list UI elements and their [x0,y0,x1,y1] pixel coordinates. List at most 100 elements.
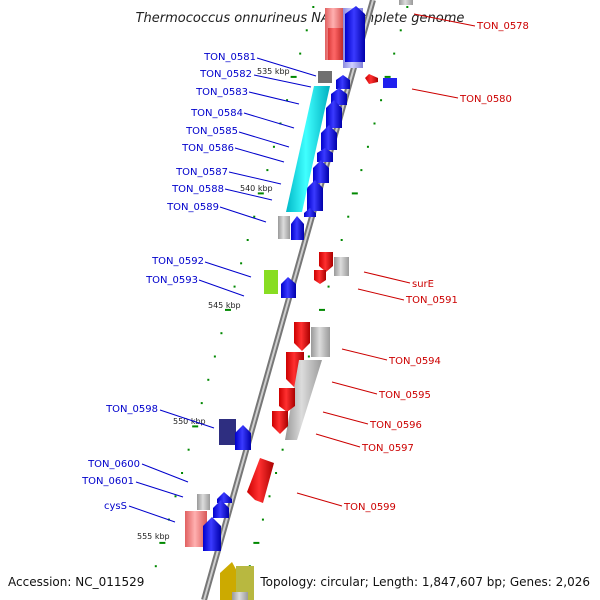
gene-arrow-fwd-540[interactable] [291,216,304,240]
tick-mark [213,355,216,358]
gene-arrow-ton-0583[interactable] [331,88,347,105]
scale-label-550: 550 kbp [173,417,206,426]
gene-box-ton-0592[interactable] [264,270,278,294]
tick-mark [281,448,284,451]
gene-arrow-ton-0597[interactable] [272,411,288,434]
reverse-strand-features [247,0,413,503]
tick-mark [253,541,260,544]
tick-mark [220,332,223,335]
gene-arrow-ton-0582[interactable] [336,75,350,89]
gene-arrow-ton-0599[interactable] [247,458,274,503]
label-ton-0583[interactable]: TON_0583 [195,87,248,98]
gene-arrow-ton-0598[interactable] [235,425,251,450]
gene-arrow-ton-0589[interactable] [304,208,316,217]
gene-box-ton-0596-grey[interactable] [285,360,322,440]
forward-strand-features [185,6,365,600]
gene-arrow-ton-0600[interactable] [217,492,232,503]
tick-mark [207,378,210,381]
gene-arrow-ton-0584[interactable] [326,100,342,128]
label-ton-0588[interactable]: TON_0588 [171,184,224,195]
gene-arrow-ton-0580[interactable] [365,74,378,84]
tick-mark [327,285,330,288]
gene-arrow-ton-0594[interactable] [294,322,310,351]
tick-mark [261,518,264,521]
gene-arrow-ton-0586[interactable] [317,148,333,162]
label-cyss[interactable]: cysS [104,501,127,512]
tick-mark [253,215,256,218]
label-ton-0582[interactable]: TON_0582 [199,69,252,80]
label-ton-0580[interactable]: TON_0580 [459,94,512,105]
gene-arrow-ton-0601[interactable] [213,500,229,518]
gene-box-ton-0581[interactable] [318,71,332,83]
tick-mark [380,99,383,102]
tick-mark [154,565,157,568]
label-ton-0595[interactable]: TON_0595 [378,390,431,401]
tick-mark [366,145,369,148]
gene-box-cyss-pink[interactable] [185,511,207,547]
tick-mark [351,192,358,195]
scale-label-540: 540 kbp [240,184,273,193]
gene-arrow-ton-0588[interactable] [307,180,323,211]
gene-box-ton-0591[interactable] [334,257,349,276]
tick-mark [399,29,402,32]
gene-arrow-bottom-yellow[interactable] [220,562,238,600]
gene-arrow-ton-0596[interactable] [279,388,295,412]
tick-mark [305,29,308,32]
tick-mark [393,52,396,55]
gene-box-ton-0580-blue[interactable] [383,78,397,88]
gene-arrow-ton-0593[interactable] [281,277,296,298]
tick-mark [340,239,343,241]
label-ton-0596[interactable]: TON_0596 [369,420,422,431]
label-ton-0591[interactable]: TON_0591 [405,295,458,306]
gene-arrow-fwd[interactable] [345,6,365,62]
tick-mark [192,425,199,428]
label-ton-0600[interactable]: TON_0600 [87,459,140,470]
feature-cyan[interactable] [286,86,330,212]
gene-block-red-faint[interactable] [328,28,343,60]
gene-box-ton-0578[interactable] [399,0,413,5]
label-sure[interactable]: surE [412,279,434,290]
gene-arrow-ton-0587[interactable] [313,160,329,183]
tick-mark [312,6,315,8]
label-ton-0578[interactable]: TON_0578 [476,21,529,32]
gene-arrow-cyss[interactable] [203,517,221,551]
map-title: Thermococcus onnurineus NA1, complete ge… [136,11,465,26]
tick-mark [268,495,271,498]
label-ton-0599[interactable]: TON_0599 [343,502,396,513]
scale-label-555: 555 kbp [137,532,170,541]
label-ton-0586[interactable]: TON_0586 [181,143,234,154]
label-ton-0589[interactable]: TON_0589 [166,202,219,213]
gene-arrow-ton-0585[interactable] [321,125,337,150]
gene-box-ton-0600[interactable] [197,494,210,510]
gene-box-ton-0598[interactable] [219,419,236,445]
label-ton-0593[interactable]: TON_0593 [145,275,198,286]
gene-arrow-sure-2[interactable] [314,270,326,284]
tick-mark [200,402,203,405]
label-ton-0598[interactable]: TON_0598 [105,404,158,415]
scale-labels: 535 kbp 540 kbp 545 kbp 550 kbp 555 kbp [137,67,290,541]
label-ton-0597[interactable]: TON_0597 [361,443,414,454]
gene-box-grey-540[interactable] [278,216,290,239]
tick-mark [224,308,231,311]
tick-mark [406,6,409,8]
label-ton-0594[interactable]: TON_0594 [388,356,441,367]
scale-label-535: 535 kbp [257,67,290,76]
tick-mark [181,472,184,474]
gene-box-ton-0594-grey[interactable] [311,327,330,357]
tick-mark [159,541,166,544]
tick-mark [240,262,243,265]
label-ton-0581[interactable]: TON_0581 [203,52,256,63]
tick-mark [299,52,302,55]
tick-mark [272,145,275,148]
tick-mark [347,215,350,218]
gene-box-bottom-grey[interactable] [232,592,248,600]
tick-mark [275,472,278,474]
label-ton-0585[interactable]: TON_0585 [185,126,238,137]
label-ton-0601[interactable]: TON_0601 [81,476,134,487]
label-ton-0584[interactable]: TON_0584 [190,108,243,119]
label-ton-0587[interactable]: TON_0587 [175,167,228,178]
gene-box-khaki[interactable] [236,566,254,600]
gene-arrow-sure[interactable] [319,252,333,272]
label-ton-0592[interactable]: TON_0592 [151,256,204,267]
